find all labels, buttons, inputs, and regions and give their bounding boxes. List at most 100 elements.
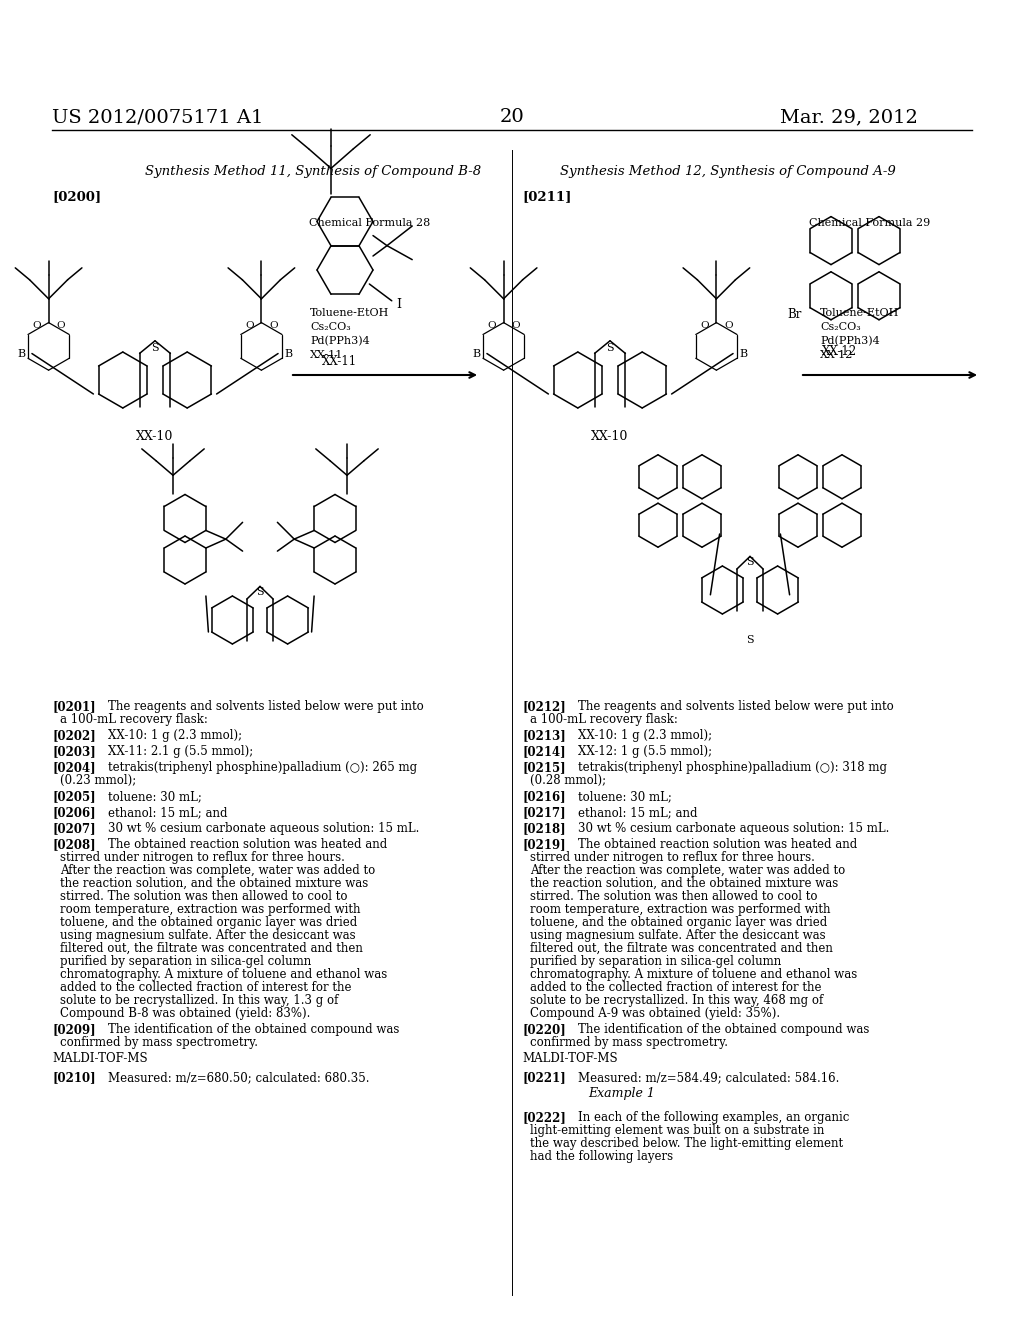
Text: added to the collected fraction of interest for the: added to the collected fraction of inter… (530, 981, 821, 994)
Text: [0200]: [0200] (52, 190, 101, 203)
Text: After the reaction was complete, water was added to: After the reaction was complete, water w… (60, 865, 375, 876)
Text: filtered out, the filtrate was concentrated and then: filtered out, the filtrate was concentra… (530, 942, 833, 954)
Text: I: I (396, 298, 401, 312)
Text: [0221]: [0221] (522, 1072, 565, 1085)
Text: [0207]: [0207] (52, 822, 95, 836)
Text: (0.28 mmol);: (0.28 mmol); (530, 774, 606, 787)
Text: toluene, and the obtained organic layer was dried: toluene, and the obtained organic layer … (60, 916, 357, 929)
Text: 30 wt % cesium carbonate aqueous solution: 15 mL.: 30 wt % cesium carbonate aqueous solutio… (578, 822, 890, 836)
Text: The identification of the obtained compound was: The identification of the obtained compo… (578, 1023, 869, 1036)
Text: ethanol: 15 mL; and: ethanol: 15 mL; and (108, 807, 227, 818)
Text: 30 wt % cesium carbonate aqueous solution: 15 mL.: 30 wt % cesium carbonate aqueous solutio… (108, 822, 420, 836)
Text: toluene: 30 mL;: toluene: 30 mL; (578, 789, 672, 803)
Text: Chemical Formula 29: Chemical Formula 29 (809, 218, 931, 228)
Text: XX-10: 1 g (2.3 mmol);: XX-10: 1 g (2.3 mmol); (578, 729, 712, 742)
Text: The reagents and solvents listed below were put into: The reagents and solvents listed below w… (108, 700, 424, 713)
Text: room temperature, extraction was performed with: room temperature, extraction was perform… (530, 903, 830, 916)
Text: [0218]: [0218] (522, 822, 565, 836)
Text: (0.23 mmol);: (0.23 mmol); (60, 774, 136, 787)
Text: [0220]: [0220] (522, 1023, 565, 1036)
Text: US 2012/0075171 A1: US 2012/0075171 A1 (52, 108, 263, 125)
Text: stirred under nitrogen to reflux for three hours.: stirred under nitrogen to reflux for thr… (60, 851, 345, 865)
Text: The reagents and solvents listed below were put into: The reagents and solvents listed below w… (578, 700, 894, 713)
Text: XX-10: XX-10 (591, 430, 629, 444)
Text: Compound B-8 was obtained (yield: 83%).: Compound B-8 was obtained (yield: 83%). (60, 1007, 310, 1020)
Text: [0201]: [0201] (52, 700, 95, 713)
Text: Synthesis Method 11, Synthesis of Compound B-8: Synthesis Method 11, Synthesis of Compou… (145, 165, 481, 178)
Text: [0222]: [0222] (522, 1111, 566, 1123)
Text: [0209]: [0209] (52, 1023, 95, 1036)
Text: confirmed by mass spectrometry.: confirmed by mass spectrometry. (530, 1036, 728, 1049)
Text: [0216]: [0216] (522, 789, 565, 803)
Text: [0211]: [0211] (522, 190, 571, 203)
Text: ethanol: 15 mL; and: ethanol: 15 mL; and (578, 807, 697, 818)
Text: O: O (487, 321, 496, 330)
Text: [0210]: [0210] (52, 1072, 95, 1085)
Text: room temperature, extraction was performed with: room temperature, extraction was perform… (60, 903, 360, 916)
Text: Pd(PPh3)4: Pd(PPh3)4 (310, 335, 370, 346)
Text: stirred. The solution was then allowed to cool to: stirred. The solution was then allowed t… (530, 890, 817, 903)
Text: [0202]: [0202] (52, 729, 96, 742)
Text: solute to be recrystallized. In this way, 1.3 g of: solute to be recrystallized. In this way… (60, 994, 338, 1007)
Text: 20: 20 (500, 108, 524, 125)
Text: After the reaction was complete, water was added to: After the reaction was complete, water w… (530, 865, 845, 876)
Text: XX-12: XX-12 (822, 345, 857, 358)
Text: XX-12: XX-12 (820, 350, 853, 360)
Text: added to the collected fraction of interest for the: added to the collected fraction of inter… (60, 981, 351, 994)
Text: the way described below. The light-emitting element: the way described below. The light-emitt… (530, 1137, 843, 1150)
Text: [0208]: [0208] (52, 838, 95, 851)
Text: [0204]: [0204] (52, 762, 95, 774)
Text: XX-11: XX-11 (323, 355, 357, 368)
Text: The obtained reaction solution was heated and: The obtained reaction solution was heate… (578, 838, 857, 851)
Text: [0206]: [0206] (52, 807, 95, 818)
Text: Cs₂CO₃: Cs₂CO₃ (820, 322, 861, 333)
Text: [0217]: [0217] (522, 807, 565, 818)
Text: [0215]: [0215] (522, 762, 565, 774)
Text: B: B (739, 348, 748, 359)
Text: tetrakis(triphenyl phosphine)palladium (○): 318 mg: tetrakis(triphenyl phosphine)palladium (… (578, 762, 887, 774)
Text: XX-11: XX-11 (310, 350, 343, 360)
Text: chromatography. A mixture of toluene and ethanol was: chromatography. A mixture of toluene and… (530, 968, 857, 981)
Text: S: S (256, 587, 264, 598)
Text: Measured: m/z=680.50; calculated: 680.35.: Measured: m/z=680.50; calculated: 680.35… (108, 1072, 370, 1085)
Text: The obtained reaction solution was heated and: The obtained reaction solution was heate… (108, 838, 387, 851)
Text: filtered out, the filtrate was concentrated and then: filtered out, the filtrate was concentra… (60, 942, 362, 954)
Text: O: O (724, 321, 732, 330)
Text: Br: Br (787, 309, 802, 322)
Text: Measured: m/z=584.49; calculated: 584.16.: Measured: m/z=584.49; calculated: 584.16… (578, 1072, 840, 1085)
Text: toluene, and the obtained organic layer was dried: toluene, and the obtained organic layer … (530, 916, 827, 929)
Text: tetrakis(triphenyl phosphine)palladium (○): 265 mg: tetrakis(triphenyl phosphine)palladium (… (108, 762, 417, 774)
Text: S: S (606, 343, 613, 352)
Text: purified by separation in silica-gel column: purified by separation in silica-gel col… (60, 954, 311, 968)
Text: stirred under nitrogen to reflux for three hours.: stirred under nitrogen to reflux for thr… (530, 851, 815, 865)
Text: using magnesium sulfate. After the desiccant was: using magnesium sulfate. After the desic… (530, 929, 825, 942)
Text: stirred. The solution was then allowed to cool to: stirred. The solution was then allowed t… (60, 890, 347, 903)
Text: O: O (245, 321, 254, 330)
Text: O: O (700, 321, 709, 330)
Text: [0203]: [0203] (52, 744, 96, 758)
Text: S: S (746, 635, 754, 645)
Text: Pd(PPh3)4: Pd(PPh3)4 (820, 335, 880, 346)
Text: O: O (33, 321, 41, 330)
Text: chromatography. A mixture of toluene and ethanol was: chromatography. A mixture of toluene and… (60, 968, 387, 981)
Text: O: O (56, 321, 65, 330)
Text: Compound A-9 was obtained (yield: 35%).: Compound A-9 was obtained (yield: 35%). (530, 1007, 780, 1020)
Text: O: O (269, 321, 278, 330)
Text: [0205]: [0205] (52, 789, 95, 803)
Text: Synthesis Method 12, Synthesis of Compound A-9: Synthesis Method 12, Synthesis of Compou… (560, 165, 896, 178)
Text: had the following layers: had the following layers (530, 1150, 673, 1163)
Text: MALDI-TOF-MS: MALDI-TOF-MS (522, 1052, 617, 1065)
Text: a 100-mL recovery flask:: a 100-mL recovery flask: (60, 713, 208, 726)
Text: the reaction solution, and the obtained mixture was: the reaction solution, and the obtained … (60, 876, 369, 890)
Text: confirmed by mass spectrometry.: confirmed by mass spectrometry. (60, 1036, 258, 1049)
Text: B: B (472, 348, 480, 359)
Text: In each of the following examples, an organic: In each of the following examples, an or… (578, 1111, 849, 1123)
Text: [0213]: [0213] (522, 729, 565, 742)
Text: XX-12: 1 g (5.5 mmol);: XX-12: 1 g (5.5 mmol); (578, 744, 712, 758)
Text: purified by separation in silica-gel column: purified by separation in silica-gel col… (530, 954, 781, 968)
Text: the reaction solution, and the obtained mixture was: the reaction solution, and the obtained … (530, 876, 839, 890)
Text: Example 1: Example 1 (589, 1088, 655, 1101)
Text: using magnesium sulfate. After the desiccant was: using magnesium sulfate. After the desic… (60, 929, 355, 942)
Text: Toluene-EtOH: Toluene-EtOH (310, 308, 389, 318)
Text: MALDI-TOF-MS: MALDI-TOF-MS (52, 1052, 147, 1065)
